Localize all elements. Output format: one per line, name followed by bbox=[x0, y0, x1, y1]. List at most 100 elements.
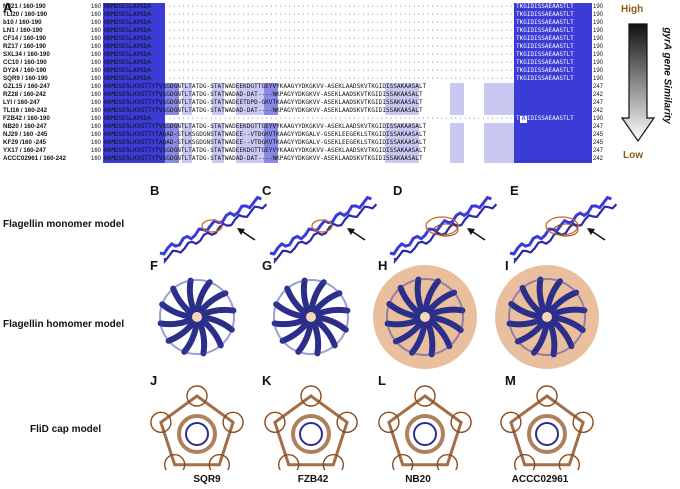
strain-label-fzb42: FZB42 bbox=[297, 474, 329, 485]
homomer-subunit bbox=[279, 317, 312, 344]
cap-ring bbox=[527, 414, 567, 454]
alignment-sequence: NKMDSESLKVGTTYTVSGDGNTLTATDG-STATWADEEKD… bbox=[104, 123, 427, 130]
conserved-block-c bbox=[514, 131, 592, 139]
homomer-subunit bbox=[531, 318, 550, 356]
monomer-helix bbox=[269, 195, 372, 256]
conserved-block-n bbox=[103, 51, 165, 59]
alignment-sequence: NKMDSESLAVGDA bbox=[104, 59, 151, 66]
highlight-marker: A bbox=[520, 116, 527, 123]
alignment-sequence: NKMDSESLAVGDA bbox=[104, 75, 151, 82]
similarity-block bbox=[450, 107, 464, 115]
alignment-tail: TKGIDISSAEAASTLT bbox=[516, 19, 574, 26]
homomer-subunit bbox=[409, 318, 428, 356]
cap-model-label: FliD cap model bbox=[30, 424, 102, 435]
similarity-block bbox=[264, 123, 278, 131]
alignment-row-label: LN1 / 160-190 bbox=[3, 27, 43, 34]
alignment-tail: TKGIDISSAEAASTLT bbox=[516, 51, 574, 58]
alignment-tail: TKGIDISSAEAASTLT bbox=[516, 43, 574, 50]
alignment-sequence: NKMDSESLKVGTTYTAQAD-GTLKSGDGNSTATWADEE--… bbox=[104, 139, 427, 146]
similarity-block bbox=[212, 99, 224, 107]
homomer-subunit bbox=[384, 316, 425, 328]
alignment-tail: TKGIDISSAEAASTLT bbox=[516, 11, 574, 18]
homomer-subunit bbox=[414, 276, 426, 317]
homomer-subunit bbox=[425, 306, 466, 318]
alignment-row-start: 160 bbox=[91, 12, 102, 18]
similarity-block bbox=[165, 83, 179, 91]
similarity-block bbox=[450, 99, 464, 107]
similarity-block bbox=[385, 83, 419, 91]
alignment-sequence: NKMDSESLAVGDA bbox=[104, 35, 151, 42]
similarity-block bbox=[385, 99, 419, 107]
legend-title: gyrA gene Similarity bbox=[661, 27, 673, 124]
similarity-block bbox=[264, 83, 278, 91]
homomer-pore bbox=[192, 312, 202, 322]
similarity-block bbox=[236, 83, 264, 91]
similarity-block bbox=[264, 131, 278, 139]
similarity-block bbox=[484, 107, 514, 115]
similarity-block bbox=[484, 123, 514, 131]
conserved-block-n bbox=[103, 35, 165, 43]
conserved-block-n bbox=[103, 155, 165, 163]
alignment-tail: TKGIDISSAEAASTLT bbox=[516, 75, 574, 82]
cap-subunit bbox=[436, 454, 458, 470]
alignment-row-label: KF29 /160 -245 bbox=[3, 139, 46, 146]
homomer-subunit bbox=[186, 277, 198, 317]
alignment-tail: TKGIDISSAEAASTLT bbox=[516, 67, 574, 74]
homomer-subunit bbox=[392, 317, 426, 345]
homomer-subunit bbox=[159, 301, 196, 320]
similarity-block bbox=[212, 91, 224, 99]
similarity-block bbox=[236, 123, 264, 131]
arrow-head bbox=[347, 228, 355, 235]
conserved-block-n bbox=[103, 123, 165, 131]
homomer-subunit bbox=[300, 277, 312, 317]
cap-pentagon-outline bbox=[273, 394, 349, 467]
similarity-block bbox=[264, 91, 278, 99]
conserved-block-n bbox=[103, 67, 165, 75]
cap-pentagon-outline bbox=[159, 394, 235, 467]
alignment-row-label: TLI20 / 160-190 bbox=[3, 11, 48, 18]
alignment-sequence: NKMDSESLAVGDA bbox=[104, 43, 151, 50]
similarity-block bbox=[385, 91, 419, 99]
similarity-block bbox=[484, 147, 514, 155]
conserved-block-c bbox=[514, 115, 592, 123]
conserved-block-n bbox=[103, 139, 165, 147]
panel-letter-f: F bbox=[150, 258, 158, 273]
gap-dots: ········································… bbox=[168, 3, 512, 10]
alignment-sequence: NKMDSESLAVGDA bbox=[104, 115, 151, 122]
alignment-row-end: 190 bbox=[593, 28, 604, 34]
similarity-block bbox=[212, 131, 224, 139]
conserved-block-n bbox=[103, 115, 165, 123]
homomer-subunit bbox=[311, 316, 338, 349]
cap-ring bbox=[177, 414, 217, 454]
alignment-row-start: 160 bbox=[91, 116, 102, 122]
similarity-block bbox=[182, 123, 192, 131]
alignment-sequence: NKMDSESLAVGDA bbox=[104, 3, 151, 10]
homomer-subunit bbox=[508, 301, 546, 320]
homomer-model-label: Flagellin homomer model bbox=[3, 319, 125, 330]
conserved-block-c bbox=[514, 11, 592, 19]
similarity-block bbox=[212, 139, 224, 147]
monomer-helix bbox=[389, 195, 492, 256]
cap-pentagon-outline bbox=[509, 394, 585, 467]
cap-subunit bbox=[500, 411, 522, 434]
cap-subunit bbox=[392, 454, 414, 470]
similarity-block bbox=[484, 99, 514, 107]
monomer-loop-domain-extra bbox=[433, 223, 459, 237]
similarity-block bbox=[236, 139, 264, 147]
panel-letter-d: D bbox=[393, 183, 403, 198]
homomer-subunit bbox=[519, 284, 547, 318]
similarity-block bbox=[165, 131, 179, 139]
cap-pentagon-outline bbox=[387, 394, 463, 467]
conserved-block-n bbox=[103, 11, 165, 19]
homomer-ring bbox=[273, 279, 349, 355]
similarity-block bbox=[182, 107, 192, 115]
conserved-block-c bbox=[514, 123, 592, 131]
alignment-sequence: NKMDSESLAVGDA bbox=[104, 11, 151, 18]
panel-letter-g: G bbox=[262, 258, 273, 273]
structure-models bbox=[150, 195, 618, 470]
conserved-block-c bbox=[514, 91, 592, 99]
monomer-helix bbox=[159, 195, 262, 256]
homomer-subunit bbox=[312, 314, 349, 333]
monomer-helix-2 bbox=[513, 203, 618, 265]
homomer-subunit bbox=[196, 290, 229, 317]
